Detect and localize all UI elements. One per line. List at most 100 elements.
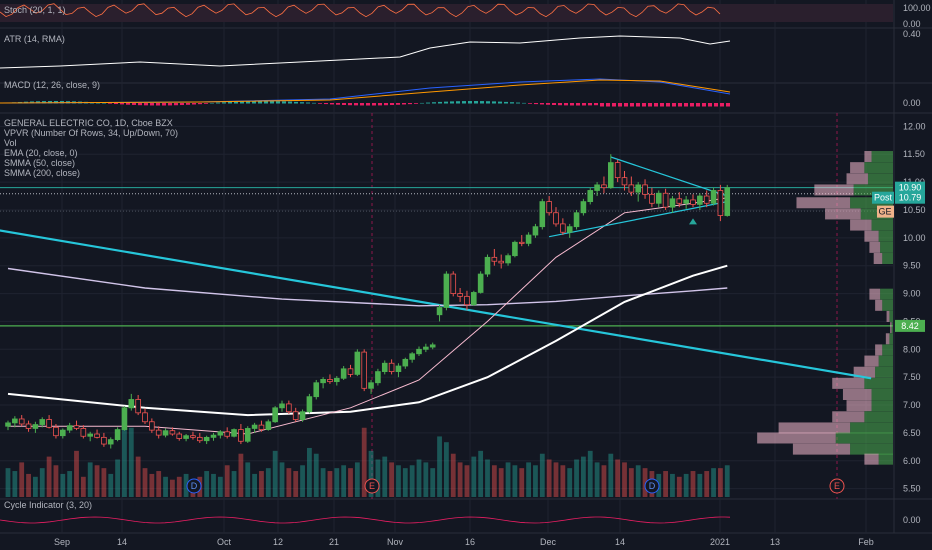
volume-bar (396, 465, 401, 497)
macd-histogram-bar (306, 102, 310, 104)
candle-body (443, 273, 450, 308)
price-axis-tick: 10.50 (903, 205, 926, 215)
candle-body (306, 396, 313, 413)
candle-body (601, 184, 607, 189)
vpvr-down-bar (869, 241, 881, 253)
macd-histogram-bar (606, 103, 610, 107)
triangle-lower-line (548, 201, 728, 238)
macd-histogram-bar (438, 101, 442, 104)
candle-body (477, 273, 484, 293)
macd-histogram-bar (384, 103, 388, 106)
ema-20-line (8, 197, 728, 435)
candle-body (292, 411, 299, 420)
macd-histogram-bar (492, 101, 496, 104)
macd-histogram-bar (330, 103, 334, 105)
volume-bar (361, 427, 367, 497)
volume-bar (505, 462, 511, 497)
candle-body (183, 435, 189, 439)
candle-body (46, 419, 52, 428)
time-axis-tick: 2021 (710, 537, 730, 547)
volume-bar (553, 462, 559, 497)
macd-histogram-bar (138, 103, 142, 106)
vpvr-down-bar (778, 422, 851, 434)
price-axis-tick: 11.50 (903, 149, 925, 159)
price-axis-tick: 9.50 (903, 261, 921, 271)
volume-bar (26, 473, 31, 497)
volume-bar (430, 468, 436, 497)
candle-body (423, 346, 429, 350)
macd-histogram-bar (114, 103, 118, 105)
candle-body (60, 429, 66, 437)
volume-bar (594, 462, 600, 497)
macd-histogram-bar (246, 101, 250, 104)
vpvr-down-bar (864, 151, 872, 163)
vpvr-down-bar (832, 377, 865, 389)
time-axis-tick: 14 (117, 537, 127, 547)
time-axis-tick: 12 (273, 537, 283, 547)
atr-line (0, 35, 731, 69)
price-axis-tick: 6.00 (903, 456, 921, 466)
macd-histogram-bar (372, 103, 376, 106)
macd-histogram-bar (390, 103, 394, 106)
panes (0, 0, 932, 534)
vpvr-down-bar (853, 366, 876, 378)
macd-histogram-bar (102, 102, 106, 104)
candle-body (724, 187, 731, 216)
macd-histogram-bar (324, 103, 328, 105)
vpvr-down-bar (875, 344, 883, 356)
axes: 12.0011.5011.0010.5010.009.509.008.508.0… (54, 3, 931, 547)
candle-body (224, 431, 231, 437)
volume-bar (286, 468, 292, 497)
macd-histogram-bar (402, 103, 406, 105)
volume-bar (74, 450, 79, 497)
volume-bar (334, 468, 340, 497)
macd-histogram-bar (612, 103, 616, 107)
volume-bar (389, 462, 394, 497)
symbol-tag-text: GE (878, 207, 891, 217)
candle-body (39, 419, 46, 425)
volume-bar (39, 468, 45, 497)
vpvr-up-bar (835, 432, 893, 444)
volume-bar (615, 459, 621, 497)
price-axis-tick: 10.00 (903, 233, 926, 243)
candle-body (320, 378, 326, 384)
candle-body (340, 368, 347, 379)
vpvr-up-bar (867, 173, 893, 185)
candle-body (272, 407, 278, 423)
volume-bar (471, 456, 477, 497)
candle-body (196, 436, 203, 442)
volume-bar (724, 465, 730, 497)
candle-body (669, 198, 676, 208)
vpvr-down-bar (757, 432, 836, 444)
macd-histogram-bar (570, 103, 574, 106)
macd-histogram-bar (198, 103, 202, 105)
volume-bar (252, 473, 257, 497)
candle-body (265, 421, 272, 430)
macd-histogram-bar (654, 103, 658, 107)
vpvr-down-bar (890, 322, 892, 334)
time-axis-tick: Sep (54, 537, 70, 547)
candle-body (717, 190, 724, 216)
candle-body (518, 241, 525, 244)
vpvr-down-bar (864, 230, 879, 242)
vpvr-down-bar (796, 197, 851, 209)
price-axis-tick: 12.00 (903, 121, 926, 131)
candle-body (697, 195, 703, 205)
time-axis-tick: 14 (615, 537, 625, 547)
macd-histogram-bar (684, 103, 688, 107)
macd-histogram-bar (696, 103, 700, 107)
macd-histogram-bar (582, 103, 586, 106)
vpvr-down-bar (885, 333, 890, 345)
vpvr-down-bar (814, 184, 854, 196)
time-axis-tick: Oct (217, 537, 232, 547)
macd-histogram-bar (486, 101, 490, 104)
macd-histogram-bar (282, 101, 286, 104)
candle-body (313, 382, 320, 398)
candles (5, 154, 731, 449)
price-tags: 10.90 Post 10.79 GE 8.42 (872, 181, 925, 332)
volume-bar (60, 473, 66, 497)
candle-body (498, 260, 504, 264)
candle-body (450, 273, 457, 294)
volume-bar (245, 462, 251, 497)
